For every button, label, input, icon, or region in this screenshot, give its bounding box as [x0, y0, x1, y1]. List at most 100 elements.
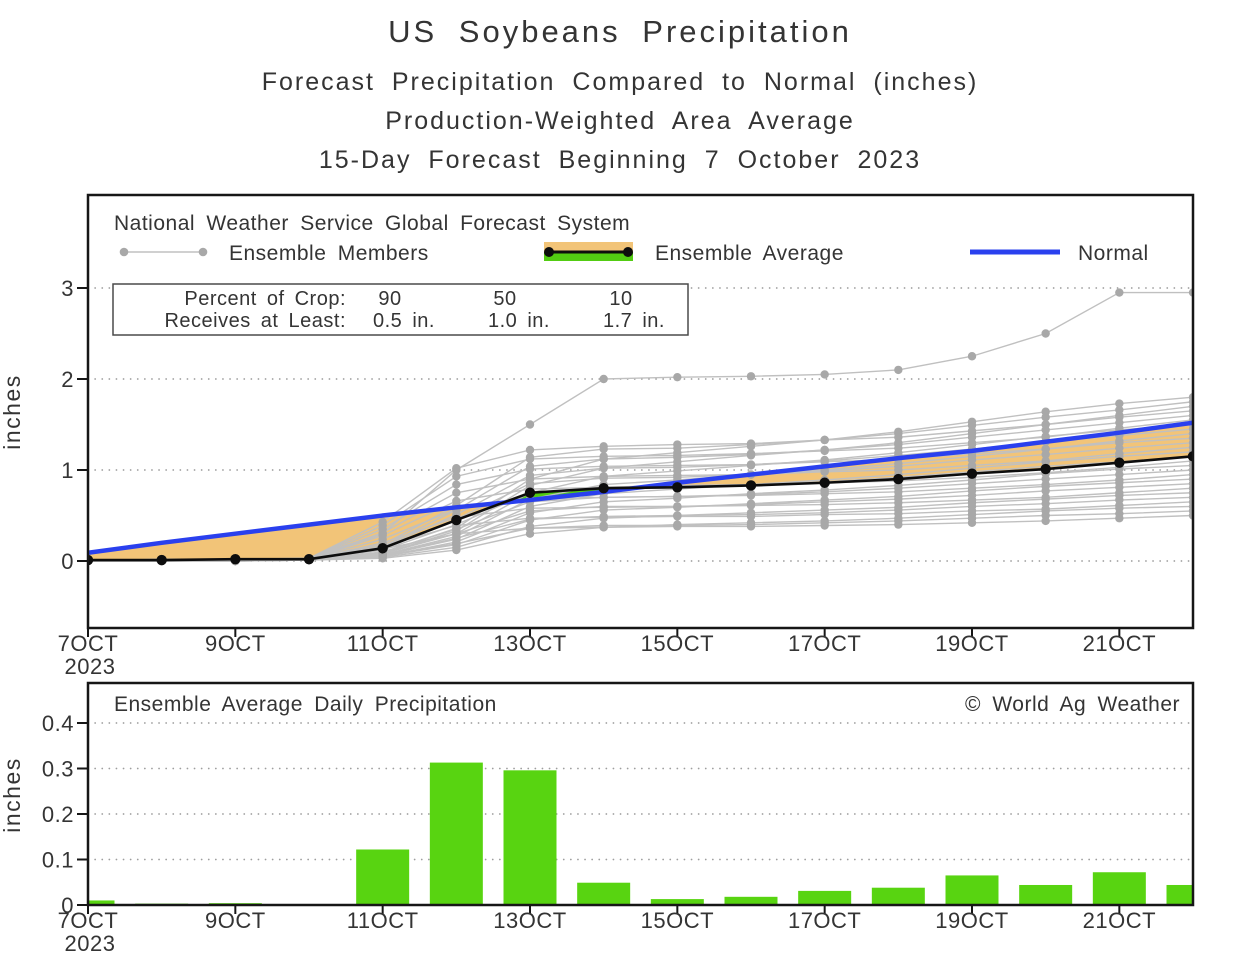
ensemble-average-dot [893, 473, 904, 485]
ensemble-average-dot [745, 480, 757, 491]
ensemble-member-dot [452, 480, 461, 489]
x-tick-label: 11OCT [347, 908, 419, 933]
average-swatch-orange [544, 242, 633, 252]
legend-average-label: Ensemble Average [655, 242, 844, 265]
ensemble-average-dot [303, 553, 315, 565]
crop-percent-10: 10 [609, 288, 632, 310]
bottom-chart-border [86, 681, 1195, 907]
daily-bar [503, 770, 557, 905]
ensemble-average-dot [1187, 451, 1193, 462]
ensemble-member-dot [746, 499, 756, 508]
ensemble-average-dot [451, 514, 462, 526]
ensemble-member-dot [599, 472, 608, 481]
ensemble-member-dot [673, 448, 682, 457]
ensemble-member-dot [599, 463, 608, 473]
daily-bar [1166, 884, 1193, 905]
ensemble-average-dot [966, 468, 978, 479]
average-swatch-dot [544, 247, 554, 257]
daily-bar [650, 899, 704, 905]
ensemble-member-dot [525, 508, 535, 517]
ensemble-member-dot [673, 511, 682, 520]
ensemble-member-dot [746, 442, 756, 451]
member-swatch-dot [119, 247, 129, 257]
ensemble-member-dot [599, 497, 608, 507]
ensemble-member-dot [525, 453, 535, 462]
ensemble-average-dot [156, 554, 167, 566]
ensemble-member-dot [1115, 405, 1124, 415]
ensemble-member-dot [525, 445, 535, 455]
ensemble-average-dot [1040, 463, 1051, 475]
figure-titles: US Soybeans Precipitation Forecast Preci… [262, 14, 977, 174]
ensemble-member-dot [599, 523, 608, 532]
legend: Ensemble Members Ensemble Average Normal [119, 242, 1149, 265]
copyright-credit: © World Ag Weather [965, 693, 1180, 716]
ensemble-member-dot [820, 445, 829, 455]
y-tick-label: 2 [61, 367, 74, 392]
y-tick-label: 0 [61, 549, 74, 574]
ensemble-member-dot [525, 529, 535, 538]
bottom-gridlines [87, 722, 1194, 861]
ensemble-member-dot [599, 444, 608, 454]
year-label: 2023 [65, 931, 116, 956]
ensemble-member-dot [378, 517, 387, 527]
x-tick-label: 19OCT [935, 631, 1008, 656]
y-tick-label: 1 [61, 458, 74, 483]
x-tick-label: 15OCT [641, 631, 714, 656]
ensemble-member-dot [1041, 493, 1050, 502]
x-tick-label: 13OCT [493, 908, 566, 933]
ensemble-member-dot [525, 522, 535, 531]
ensemble-member-dot [525, 502, 535, 511]
ensemble-member-dot [1041, 407, 1050, 416]
ensemble-member-dot [746, 508, 756, 517]
ensemble-member-dot [1115, 399, 1124, 408]
ensemble-member-dot [525, 515, 535, 525]
crop-percent-90: 90 [378, 288, 401, 310]
ensemble-member-dot [1041, 444, 1050, 454]
figure-subtitle-2: Production-Weighted Area Average [385, 107, 855, 135]
legend-normal-label: Normal [1078, 242, 1149, 265]
ensemble-member-dot [452, 488, 461, 497]
member-swatch-dot [198, 247, 208, 257]
ensemble-member-dot [820, 495, 829, 505]
daily-bars [88, 762, 1193, 905]
ensemble-member-dot [673, 457, 682, 467]
ensemble-member-dot [820, 455, 829, 465]
ensemble-member-dot [673, 503, 682, 512]
ensemble-member-dot [599, 374, 608, 384]
y-tick-label: 0 [61, 893, 74, 918]
ensemble-average-dot [524, 487, 536, 498]
ensemble-average-dot [230, 553, 241, 565]
ensemble-member-dot [894, 427, 903, 436]
ensemble-member-dot [673, 466, 682, 476]
y-tick-label: 0.4 [42, 711, 74, 736]
ensemble-member-lines [88, 288, 1193, 566]
ensemble-average-line [88, 455, 1193, 562]
y-tick-label: 0.1 [42, 848, 74, 873]
ensemble-member-dot [746, 489, 756, 498]
daily-bar [1019, 884, 1073, 905]
y-tick-label: 0.3 [42, 757, 74, 782]
chart-inner-header: National Weather Service Global Forecast… [114, 212, 630, 235]
y-tick-label: 3 [61, 276, 74, 301]
ensemble-average-dot [819, 477, 830, 488]
ensemble-member-dot [746, 451, 756, 460]
daily-bar [724, 896, 778, 905]
ensemble-member-dot [378, 529, 387, 538]
crop-percent-50: 50 [493, 288, 516, 310]
ensemble-member-dot [452, 465, 461, 475]
legend-members-label: Ensemble Members [229, 242, 429, 265]
legend-ensemble-average-swatch [544, 242, 633, 261]
ensemble-member-dot [1041, 329, 1050, 338]
daily-bar [871, 887, 925, 905]
ensemble-member-dot [599, 514, 608, 523]
x-tick-label: 19OCT [935, 908, 1008, 933]
ensemble-member-dot [525, 474, 535, 484]
crop-amount-50: 1.0 in. [488, 310, 550, 332]
ensemble-member-dot [967, 417, 977, 426]
figure-subtitle-3: 15-Day Forecast Beginning 7 October 2023 [319, 146, 921, 174]
ensemble-average-dot [598, 483, 609, 494]
